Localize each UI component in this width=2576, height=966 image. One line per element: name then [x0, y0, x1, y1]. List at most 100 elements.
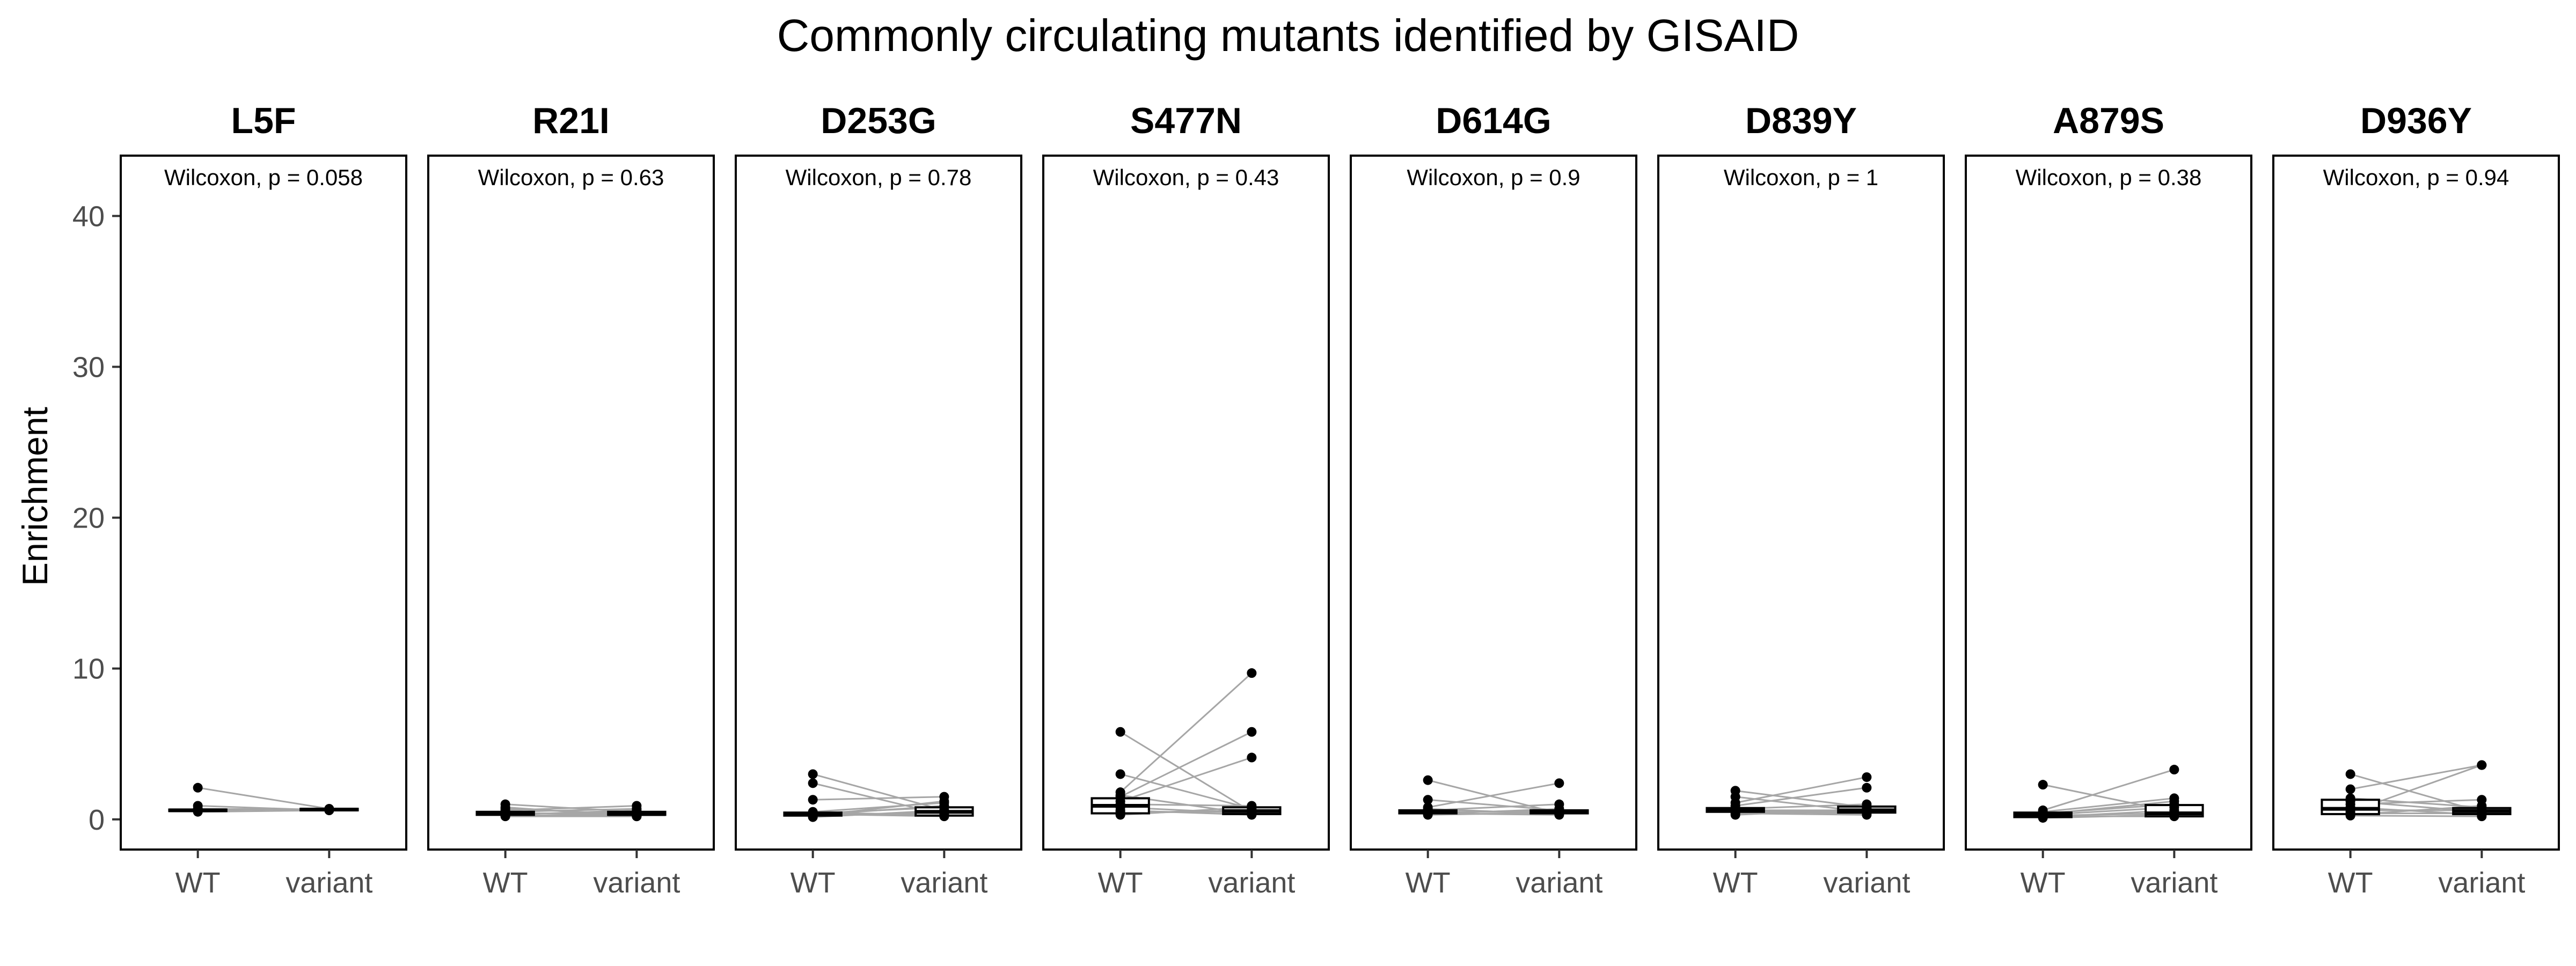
facet-panel: R21I Wilcoxon, p = 0.63 WT variant — [427, 100, 715, 899]
data-point-variant — [2169, 796, 2179, 807]
facet-panel: D614G Wilcoxon, p = 0.9 WT variant — [1350, 100, 1637, 899]
pair-line — [1119, 731, 1253, 797]
pair-line — [1119, 731, 1253, 813]
x-tick-label: variant — [286, 867, 372, 899]
data-point-wt — [1423, 795, 1433, 805]
y-tick-label: 0 — [89, 804, 105, 836]
data-point-wt — [2038, 780, 2048, 790]
pair-line — [2043, 797, 2175, 813]
data-point-wt — [808, 769, 818, 779]
data-point-variant — [1247, 809, 1257, 819]
facet-title: R21I — [532, 100, 610, 141]
panel-border — [1657, 155, 1945, 851]
data-point-variant — [939, 796, 949, 807]
pair-line — [1120, 773, 1252, 810]
x-tick-label: WT — [175, 867, 221, 899]
pair-line — [2043, 769, 2175, 811]
wilcoxon-annotation: Wilcoxon, p = 1 — [1724, 165, 1878, 190]
panel-border — [1350, 155, 1637, 851]
data-point-wt — [1423, 808, 1433, 818]
y-axis-title: Enrichment — [15, 407, 55, 586]
data-point-variant — [2169, 808, 2179, 818]
data-point-variant — [1247, 752, 1257, 763]
x-tick-label: WT — [2328, 867, 2373, 899]
facet-panel: D839Y Wilcoxon, p = 1 WT variant — [1657, 100, 1945, 899]
pair-line — [1428, 799, 1560, 811]
data-point-wt — [193, 782, 203, 793]
pair-line — [1428, 782, 1560, 808]
data-point-wt — [193, 804, 203, 814]
x-tick-label: WT — [1098, 867, 1143, 899]
facet-panel: D936Y Wilcoxon, p = 0.94 WT variant — [2272, 100, 2560, 899]
panel-border — [735, 155, 1022, 851]
x-tick-label: WT — [483, 867, 528, 899]
facet-title: S477N — [1130, 100, 1242, 141]
pair-line — [2350, 764, 2482, 791]
data-point-wt — [1115, 727, 1125, 737]
facet-panel: S477N Wilcoxon, p = 0.43 WT variant — [1042, 100, 1330, 899]
data-point-variant — [1247, 668, 1257, 678]
facet-panels: 0 10 20 30 40 L5F Wilcoxon, p = 0.058 WT variant… — [72, 100, 2560, 899]
facet-panel: L5F Wilcoxon, p = 0.058 WT variant — [120, 100, 407, 899]
x-tick-label: variant — [1823, 867, 1910, 899]
x-tick-label: WT — [1406, 867, 1451, 899]
pair-line — [1119, 672, 1253, 793]
data-point-wt — [1115, 769, 1125, 779]
facet-title: D253G — [821, 100, 936, 141]
data-point-wt — [1423, 775, 1433, 785]
y-tick-label: 20 — [72, 502, 105, 535]
y-tick-label: 10 — [72, 653, 105, 685]
data-point-variant — [1862, 772, 1872, 782]
data-point-wt — [808, 812, 818, 822]
data-point-variant — [1247, 727, 1257, 737]
data-point-wt — [1115, 790, 1125, 800]
data-point-variant — [1862, 807, 1872, 817]
x-tick-label: WT — [791, 867, 836, 899]
facet-title: L5F — [231, 100, 296, 141]
data-point-wt — [1115, 807, 1125, 817]
panel-border — [120, 155, 407, 851]
data-point-variant — [1554, 778, 1564, 788]
x-tick-label: WT — [1713, 867, 1758, 899]
data-point-wt — [500, 808, 510, 818]
data-point-variant — [2477, 760, 2487, 770]
facet-title: D839Y — [1745, 100, 1857, 141]
data-point-variant — [2477, 807, 2487, 817]
data-point-wt — [808, 778, 818, 788]
data-point-wt — [808, 795, 818, 805]
data-point-wt — [2345, 769, 2355, 779]
wilcoxon-annotation: Wilcoxon, p = 0.38 — [2016, 165, 2202, 190]
facet-panel: D253G Wilcoxon, p = 0.78 WT variant — [735, 100, 1022, 899]
data-point-wt — [1730, 806, 1740, 816]
wilcoxon-annotation: Wilcoxon, p = 0.78 — [786, 165, 972, 190]
wilcoxon-annotation: Wilcoxon, p = 0.63 — [478, 165, 664, 190]
panel-border — [2272, 155, 2560, 851]
data-point-wt — [2345, 807, 2355, 817]
x-tick-label: WT — [2021, 867, 2066, 899]
facet-title: A879S — [2053, 100, 2164, 141]
wilcoxon-annotation: Wilcoxon, p = 0.94 — [2323, 165, 2509, 190]
x-tick-label: variant — [2131, 867, 2218, 899]
panel-border — [1965, 155, 2252, 851]
pair-line — [1120, 757, 1252, 802]
panel-border — [427, 155, 715, 851]
chart-title: Commonly circulating mutants identified … — [777, 10, 1799, 61]
data-point-wt — [2345, 784, 2355, 794]
x-tick-label: variant — [1208, 867, 1295, 899]
pair-line — [1735, 787, 1867, 807]
data-point-variant — [324, 804, 334, 815]
panel-border — [1042, 155, 1330, 851]
x-tick-label: variant — [593, 867, 680, 899]
facet-title: D614G — [1436, 100, 1551, 141]
pair-line — [813, 796, 945, 801]
x-tick-label: variant — [901, 867, 987, 899]
data-point-variant — [2169, 765, 2179, 775]
facet-panel: A879S Wilcoxon, p = 0.38 WT variant — [1965, 100, 2252, 899]
data-point-variant — [632, 810, 642, 821]
wilcoxon-annotation: Wilcoxon, p = 0.43 — [1093, 165, 1279, 190]
y-tick-label: 30 — [72, 352, 105, 384]
y-axis: 0 10 20 30 40 — [72, 200, 121, 836]
x-tick-label: variant — [1516, 867, 1602, 899]
data-point-variant — [1862, 782, 1872, 793]
